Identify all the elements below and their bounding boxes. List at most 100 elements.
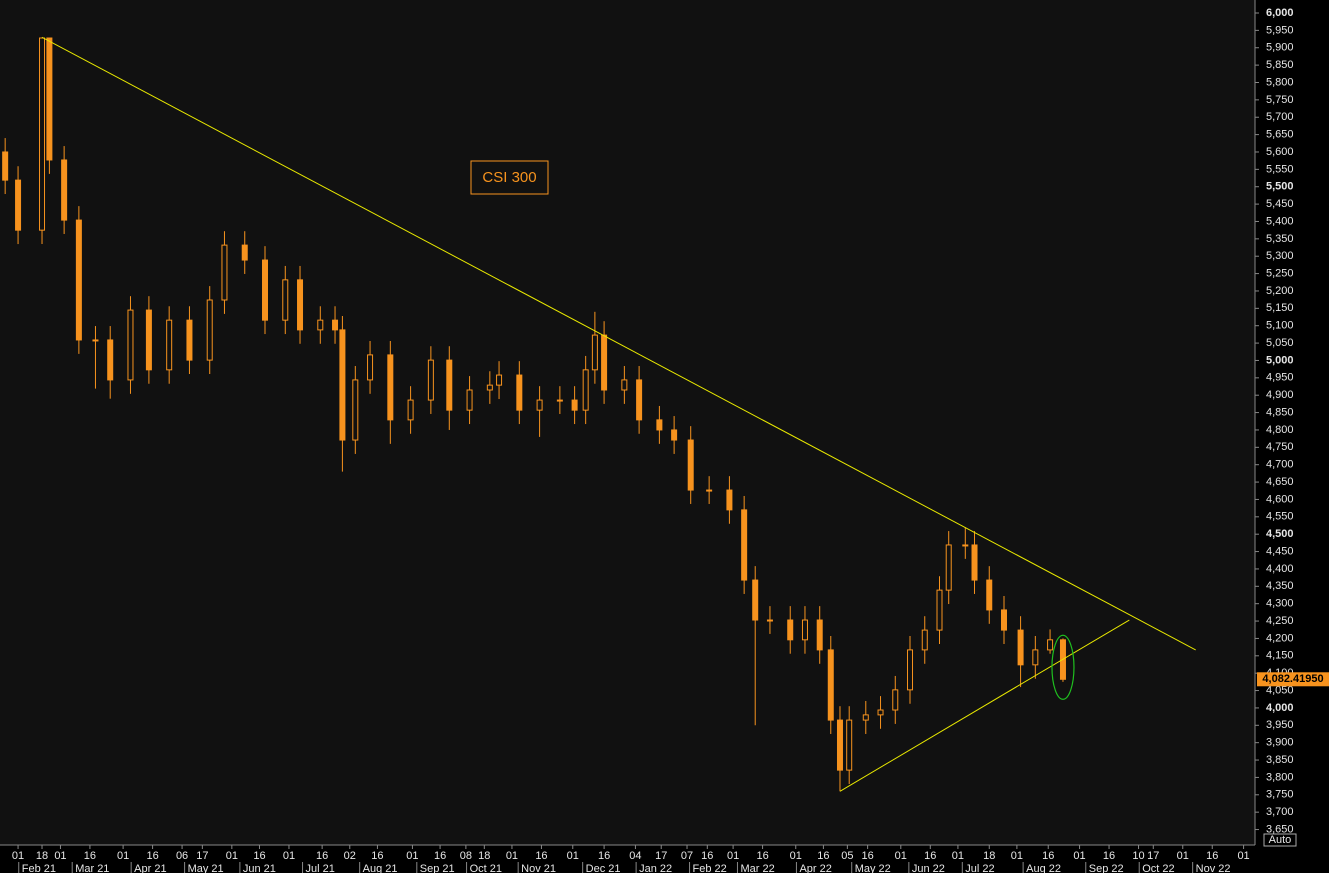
candle-body: [206, 299, 213, 361]
candle-body: [166, 319, 173, 371]
scale-mode[interactable]: Auto: [1269, 834, 1292, 846]
y-tick-label: 4,700: [1266, 459, 1294, 471]
candle-body: [766, 619, 773, 622]
y-tick-label: 5,750: [1266, 94, 1294, 106]
x-tick-label: 16: [862, 850, 874, 862]
candle-body: [221, 244, 228, 301]
y-tick-label: 3,800: [1266, 771, 1294, 783]
x-tick-label: 01: [506, 850, 518, 862]
y-tick-label: 4,250: [1266, 615, 1294, 627]
x-tick-label: 04: [629, 850, 641, 862]
x-tick-label: 01: [226, 850, 238, 862]
candle-body: [332, 319, 339, 331]
candle-body: [339, 329, 346, 441]
y-tick-label: 3,850: [1266, 754, 1294, 766]
y-tick-label: 3,650: [1266, 823, 1294, 835]
month-label: Jul 21: [306, 863, 335, 873]
y-tick-label: 4,300: [1266, 598, 1294, 610]
y-tick-label: 5,000: [1266, 354, 1294, 366]
month-label: Oct 21: [470, 863, 502, 873]
candle-body: [907, 649, 914, 691]
x-tick-label: 16: [598, 850, 610, 862]
y-tick-label: 5,350: [1266, 233, 1294, 245]
candle-body: [92, 339, 99, 342]
candle-body: [446, 359, 453, 411]
x-tick-label: 01: [1073, 850, 1085, 862]
candle-body: [2, 151, 9, 181]
x-tick-label: 10: [1132, 850, 1144, 862]
candle-body: [591, 334, 598, 371]
plot-area: [0, 0, 1255, 845]
trendline: [839, 619, 1130, 792]
x-tick-label: 18: [36, 850, 48, 862]
month-label: Apr 21: [134, 863, 166, 873]
month-label: Sep 22: [1089, 863, 1124, 873]
x-tick-label: 01: [567, 850, 579, 862]
candle-body: [971, 544, 978, 581]
candle-body: [636, 379, 643, 421]
x-tick-label: 16: [371, 850, 383, 862]
month-label: Aug 22: [1026, 863, 1061, 873]
candle-body: [61, 159, 68, 221]
x-tick-label: 16: [434, 850, 446, 862]
x-tick-label: 16: [84, 850, 96, 862]
y-tick-label: 5,100: [1266, 320, 1294, 332]
x-tick-label: 08: [460, 850, 472, 862]
x-tick-label: 01: [1011, 850, 1023, 862]
x-tick-label: 16: [1042, 850, 1054, 862]
scale-button[interactable]: [1263, 833, 1297, 847]
candle-body: [241, 244, 248, 261]
candle-body: [282, 279, 289, 321]
y-tick-label: 5,550: [1266, 163, 1294, 175]
month-label: Sep 21: [420, 863, 455, 873]
x-tick-label: 01: [727, 850, 739, 862]
candle-body: [46, 37, 53, 161]
candle-body: [986, 579, 993, 611]
y-tick-label: 5,450: [1266, 198, 1294, 210]
y-tick-label: 4,900: [1266, 389, 1294, 401]
x-tick-label: 01: [1237, 850, 1249, 862]
y-tick-label: 5,600: [1266, 146, 1294, 158]
candle-body: [1032, 649, 1039, 666]
candle-body: [1017, 629, 1024, 666]
y-tick-label: 4,950: [1266, 372, 1294, 384]
month-label: Jun 21: [243, 863, 276, 873]
candle-body: [186, 319, 193, 361]
y-tick-label: 4,550: [1266, 511, 1294, 523]
x-tick-label: 01: [1177, 850, 1189, 862]
y-tick-label: 4,650: [1266, 476, 1294, 488]
y-tick-label: 5,200: [1266, 285, 1294, 297]
candle-body: [556, 399, 563, 402]
candle-body: [39, 37, 46, 231]
candle-body: [936, 589, 943, 631]
month-label: May 21: [188, 863, 224, 873]
month-label: Dec 21: [586, 863, 621, 873]
last-price-box: [1257, 672, 1329, 687]
month-label: Feb 21: [22, 863, 56, 873]
y-tick-label: 4,200: [1266, 632, 1294, 644]
candle-body: [601, 334, 608, 391]
candle-body: [921, 629, 928, 651]
candle-body: [741, 509, 748, 581]
candle-body: [571, 399, 578, 411]
last-price-label: 4,082.41950: [1262, 673, 1323, 685]
x-tick-label: 16: [701, 850, 713, 862]
x-tick-label: 16: [1206, 850, 1218, 862]
y-tick-label: 5,150: [1266, 302, 1294, 314]
month-label: Jun 22: [912, 863, 945, 873]
month-label: Mar 21: [75, 863, 109, 873]
candle-body: [262, 259, 269, 321]
candle-body: [816, 619, 823, 651]
x-tick-label: 02: [344, 850, 356, 862]
y-tick-label: 3,750: [1266, 789, 1294, 801]
y-tick-label: 3,900: [1266, 737, 1294, 749]
x-tick-label: 06: [176, 850, 188, 862]
y-tick-label: 3,700: [1266, 806, 1294, 818]
x-tick-label: 16: [316, 850, 328, 862]
candle-body: [836, 719, 843, 771]
y-tick-label: 4,800: [1266, 424, 1294, 436]
candle-body: [1047, 639, 1054, 651]
y-tick-label: 4,400: [1266, 563, 1294, 575]
